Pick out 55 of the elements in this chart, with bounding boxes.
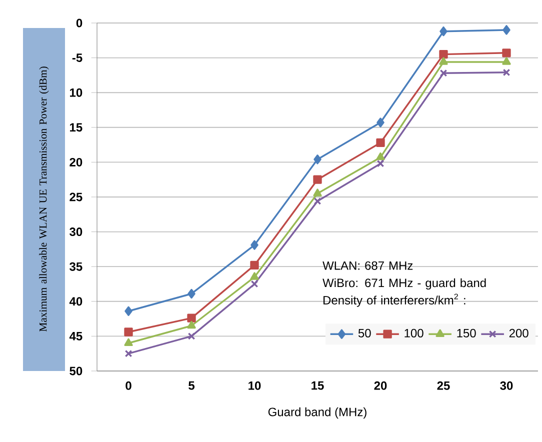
legend-label: 100 xyxy=(404,328,424,338)
point xyxy=(250,280,258,288)
point xyxy=(502,57,511,65)
point xyxy=(439,50,448,59)
point xyxy=(187,320,196,329)
point xyxy=(502,68,510,76)
point xyxy=(313,175,322,184)
point xyxy=(376,118,384,128)
point xyxy=(440,69,448,77)
y-tick-label: -5 xyxy=(72,54,82,62)
legend-label: 50 xyxy=(358,328,371,338)
x-axis-title: Guard band (MHz) xyxy=(268,407,366,419)
point xyxy=(376,152,385,160)
point xyxy=(124,350,132,358)
point xyxy=(439,57,448,65)
point xyxy=(124,306,132,316)
y-tick-label: 0 xyxy=(76,18,82,28)
y-tick-label: 25 xyxy=(70,192,82,202)
y-tick-label: 20 xyxy=(70,158,82,166)
point xyxy=(124,328,133,336)
point xyxy=(250,260,259,270)
point xyxy=(376,160,384,168)
point xyxy=(188,332,196,340)
x-tick-label: 0 xyxy=(126,381,132,390)
point xyxy=(250,240,258,250)
point xyxy=(124,338,133,346)
legend-label: 150 xyxy=(457,328,476,338)
point xyxy=(188,288,196,299)
x-tick-label: 25 xyxy=(437,381,450,390)
y-tick-label: 45 xyxy=(69,332,82,340)
y-tick-label: 40 xyxy=(69,297,82,306)
x-tick-label: 20 xyxy=(374,381,387,390)
point xyxy=(250,272,259,280)
point xyxy=(314,154,322,164)
point xyxy=(502,25,510,35)
y-tick-label: 35 xyxy=(70,262,82,271)
annotation: WLAN: 687 MHz xyxy=(322,261,413,270)
legend-label: 200 xyxy=(509,328,528,338)
x-tick-label: 15 xyxy=(312,381,324,390)
x-tick-label: 5 xyxy=(188,381,194,390)
point xyxy=(502,48,511,58)
point xyxy=(440,26,448,36)
y-axis-title: Maximum allowable WLAN UE Transmission Power (dBm) xyxy=(39,66,49,332)
y-tick-label: 30 xyxy=(70,228,82,236)
annotation: WiBro: 671 MHz - guard band xyxy=(322,278,486,290)
y-tick-label: 15 xyxy=(70,123,82,132)
x-tick-label: 30 xyxy=(500,381,513,390)
point xyxy=(314,197,322,205)
legend-title: Density of interferers/km$^{2}$ : xyxy=(324,294,466,307)
point xyxy=(376,138,385,148)
y-tick-label: 10 xyxy=(70,88,82,97)
point xyxy=(187,314,196,322)
point xyxy=(313,188,322,196)
y-tick-label: 50 xyxy=(70,366,82,376)
x-tick-label: 10 xyxy=(248,381,261,390)
